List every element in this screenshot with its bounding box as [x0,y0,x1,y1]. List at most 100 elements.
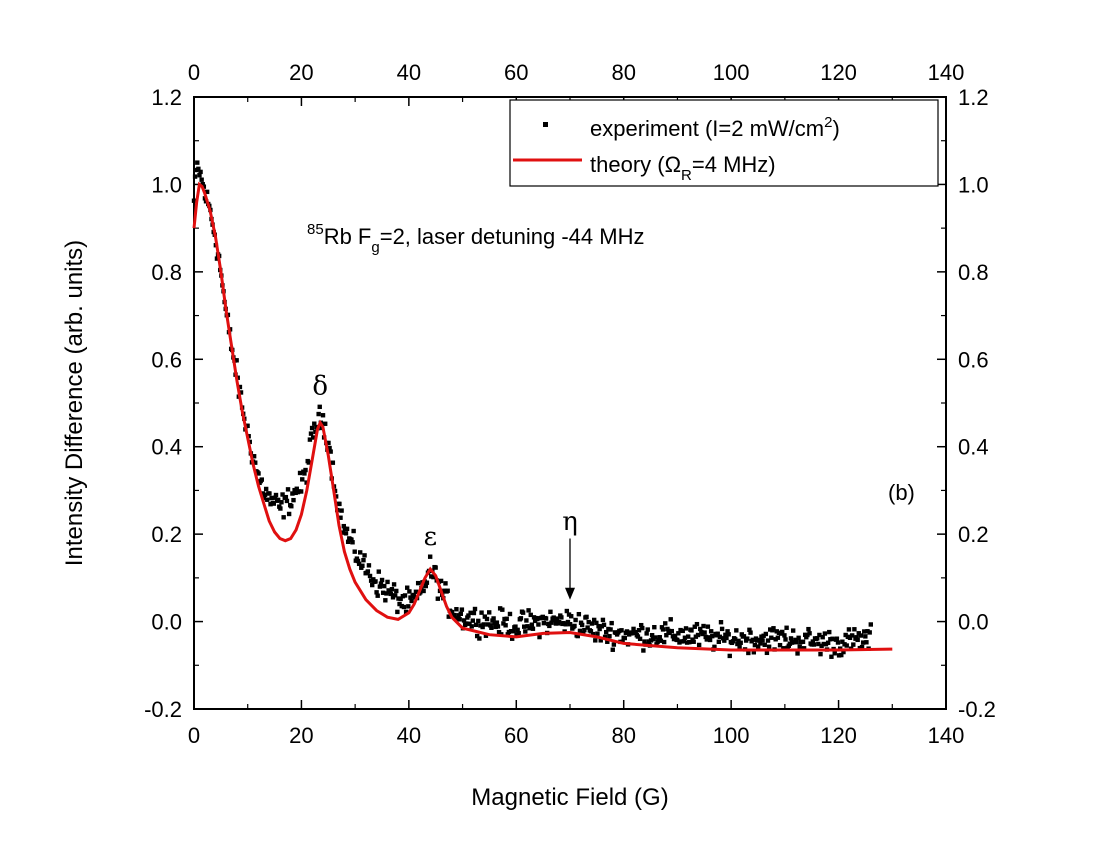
experiment-point [343,531,349,536]
legend-theory-label: theory (ΩR=4 MHz) [590,152,776,184]
experiment-conditions-annotation: 85Rb Fg=2, laser detuning -44 MHz [307,221,644,256]
experiment-point [523,629,528,634]
experiment-point [279,500,284,505]
experiment-point [351,528,356,534]
experiment-point [200,181,205,187]
experiment-point [607,634,612,639]
experiment-point [278,506,283,511]
experiment-point [654,642,659,647]
experiment-point [604,629,609,635]
experiment-point [191,198,197,203]
experiment-point [431,574,436,580]
experiment-point [487,610,492,615]
experiment-point [500,607,505,612]
experiment-point [611,642,617,647]
experiment-point [197,173,202,178]
experiment-point [733,637,738,642]
x-tick-label: 40 [397,723,421,748]
experiment-point [815,636,820,641]
experiment-point [489,625,494,630]
experiment-point [841,649,846,655]
experiment-point [511,629,516,634]
experiment-point [518,616,524,621]
peak-label: δ [312,371,328,401]
experiment-point [297,470,303,476]
experiment-point [337,501,342,507]
experiment-point [747,627,752,632]
experiment-point [720,636,726,641]
experiment-point [251,454,257,459]
experiment-point [541,620,547,626]
experiment-point [427,554,433,559]
experiment-point [548,609,553,615]
experiment-point [595,631,600,636]
experiment-point [868,622,873,627]
experiment-point [536,622,541,627]
experiment-point [663,621,668,626]
experiment-point [373,579,378,584]
experiment-point [631,626,636,632]
experiment-point [338,515,343,520]
experiment-point [653,635,658,640]
experiment-point [398,596,403,602]
axis-tick-labels: 002020404060608080100100120120140140-0.2… [144,60,996,748]
experiment-point [719,626,725,632]
experiment-point [624,629,630,634]
experiment-point [521,624,527,629]
experiment-point [290,491,295,496]
experiment-point [645,627,650,632]
experiment-point [715,631,720,636]
experiment-point [482,614,488,619]
experiment-point [367,573,373,579]
experiment-point [854,635,859,640]
x-tick-label: 80 [611,723,635,748]
experiment-point [192,174,198,179]
experiment-point [355,558,361,564]
experiment-point [361,557,366,563]
experiment-point [505,632,510,637]
experiment-point [781,646,786,651]
experiment-point [668,617,673,622]
y-right-tick-label: 0.6 [958,347,989,372]
experiment-point [710,633,715,639]
experiment-point [286,511,292,517]
experiment-point [313,429,318,435]
x-tick-label: 140 [928,723,965,748]
x-tick-label: 100 [713,723,750,748]
experiment-point [528,612,533,618]
y-right-tick-label: -0.2 [958,697,996,722]
experiment-point [309,425,315,431]
x-tick-label: 20 [289,723,313,748]
experiment-point [579,622,585,628]
experiment-point [635,634,641,639]
experiment-point [303,467,308,473]
experiment-point [575,633,580,639]
y-right-tick-label: 0.0 [958,610,989,635]
experiment-point [529,622,535,627]
experiment-point [402,593,408,598]
y-tick-label: 1.2 [151,85,182,110]
experiment-point [608,627,613,632]
experiment-point [458,611,463,616]
y-right-tick-label: 0.8 [958,260,989,285]
experiment-point [725,629,730,634]
experiment-point [834,636,840,641]
experiment-point [569,614,574,619]
experiment-point [289,504,294,509]
experiment-point [377,584,383,589]
experiment-point [253,460,258,465]
experiment-point [681,639,687,644]
experiment-point [310,435,316,440]
experiment-point [716,639,722,645]
experiment-point [567,621,573,627]
experiment-point [285,487,291,492]
experiment-point [619,628,624,633]
experiment-point [638,622,644,628]
experiment-point [551,615,556,620]
experiment-point [354,556,360,561]
experiment-point [380,590,386,595]
experiment-point [698,626,703,632]
experiment-point [664,633,669,638]
x-axis-title: Magnetic Field (G) [471,784,668,811]
experiment-point [586,619,591,625]
